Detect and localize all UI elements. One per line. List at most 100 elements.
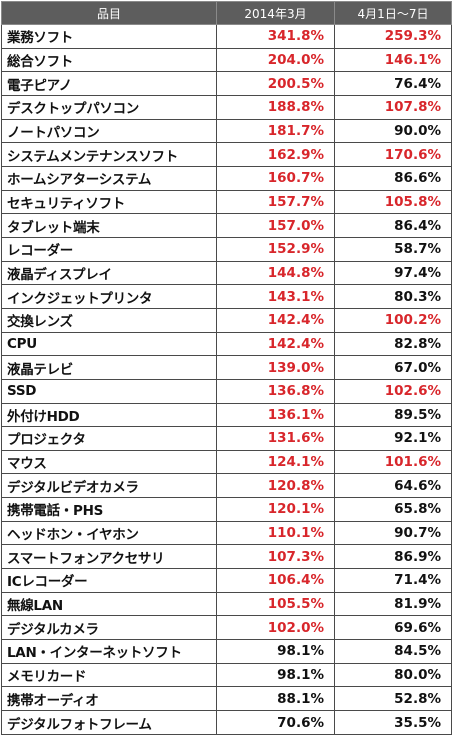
- item-name-cell: 交換レンズ: [1, 307, 217, 333]
- apr-1-7-value-cell: 90.7%: [334, 520, 452, 546]
- mar-2014-value-cell: 110.1%: [216, 520, 335, 546]
- item-name-cell: 無線LAN: [1, 591, 217, 617]
- table-row: マウス 124.1% 101.6%: [1, 449, 452, 475]
- apr-1-7-value-cell: 65.8%: [334, 497, 452, 522]
- mar-2014-value-cell: 107.3%: [216, 544, 335, 570]
- item-name-cell: ホームシアターシステム: [1, 165, 217, 191]
- mar-2014-value-cell: 143.1%: [216, 284, 335, 309]
- mar-2014-value-cell: 88.1%: [216, 686, 335, 712]
- table-row: ヘッドホン・イヤホン 110.1% 90.7%: [1, 520, 452, 546]
- item-name-cell: 電子ピアノ: [1, 71, 217, 96]
- item-name-cell: 携帯電話・PHS: [1, 497, 217, 522]
- item-name-cell: 携帯オーディオ: [1, 686, 217, 712]
- apr-1-7-value-cell: 76.4%: [334, 71, 452, 96]
- table-row: LAN・インターネットソフト 98.1% 84.5%: [1, 639, 452, 664]
- item-name-cell: メモリカード: [1, 662, 217, 688]
- apr-1-7-value-cell: 58.7%: [334, 236, 452, 262]
- table-row: デジタルカメラ 102.0% 69.6%: [1, 615, 452, 641]
- apr-1-7-value-cell: 89.5%: [334, 402, 452, 428]
- table-row: ICレコーダー 106.4% 71.4%: [1, 568, 452, 593]
- item-name-cell: セキュリティソフト: [1, 189, 217, 215]
- mar-2014-value-cell: 144.8%: [216, 260, 335, 286]
- table-body: 業務ソフト 341.8% 259.3% 総合ソフト 204.0% 146.1% 電子ピアノ 2…: [1, 24, 452, 735]
- table-row: 携帯オーディオ 88.1% 52.8%: [1, 686, 452, 712]
- apr-1-7-value-cell: 92.1%: [334, 426, 452, 451]
- item-name-cell: スマートフォンアクセサリ: [1, 544, 217, 570]
- apr-1-7-value-cell: 64.6%: [334, 473, 452, 499]
- table-row: 携帯電話・PHS 120.1% 65.8%: [1, 497, 452, 522]
- table-row: 業務ソフト 341.8% 259.3%: [1, 24, 452, 49]
- item-name-cell: ICレコーダー: [1, 568, 217, 593]
- mar-2014-value-cell: 124.1%: [216, 449, 335, 475]
- table-row: CPU 142.4% 82.8%: [1, 331, 452, 357]
- table-row: 無線LAN 105.5% 81.9%: [1, 591, 452, 617]
- mar-2014-value-cell: 136.8%: [216, 378, 335, 404]
- apr-1-7-value-cell: 71.4%: [334, 568, 452, 593]
- mar-2014-value-cell: 98.1%: [216, 662, 335, 688]
- item-name-cell: 業務ソフト: [1, 24, 217, 49]
- item-name-cell: ヘッドホン・イヤホン: [1, 520, 217, 546]
- table-row: システムメンテナンスソフト 162.9% 170.6%: [1, 142, 452, 167]
- item-name-cell: 液晶テレビ: [1, 355, 217, 380]
- apr-1-7-value-cell: 84.5%: [334, 639, 452, 664]
- mar-2014-value-cell: 139.0%: [216, 355, 335, 380]
- apr-1-7-value-cell: 80.3%: [334, 284, 452, 309]
- item-name-cell: システムメンテナンスソフト: [1, 142, 217, 167]
- mar-2014-value-cell: 162.9%: [216, 142, 335, 167]
- item-name-cell: ノートパソコン: [1, 118, 217, 144]
- item-name-cell: LAN・インターネットソフト: [1, 639, 217, 664]
- item-name-cell: 外付けHDD: [1, 402, 217, 428]
- table-row: 外付けHDD 136.1% 89.5%: [1, 402, 452, 428]
- item-name-cell: CPU: [1, 331, 217, 357]
- item-name-cell: レコーダー: [1, 236, 217, 262]
- mar-2014-value-cell: 120.8%: [216, 473, 335, 499]
- mar-2014-value-cell: 157.7%: [216, 189, 335, 215]
- table-row: SSD 136.8% 102.6%: [1, 378, 452, 404]
- item-name-cell: 液晶ディスプレイ: [1, 260, 217, 286]
- mar-2014-value-cell: 181.7%: [216, 118, 335, 144]
- table-row: タブレット端末 157.0% 86.4%: [1, 213, 452, 238]
- table-row: 交換レンズ 142.4% 100.2%: [1, 307, 452, 333]
- apr-1-7-value-cell: 35.5%: [334, 710, 452, 735]
- mar-2014-value-cell: 341.8%: [216, 24, 335, 49]
- header-row: 品目 2014年3月 4月1日〜7日: [1, 1, 452, 25]
- item-name-cell: デジタルビデオカメラ: [1, 473, 217, 499]
- apr-1-7-value-cell: 101.6%: [334, 449, 452, 475]
- item-name-cell: プロジェクタ: [1, 426, 217, 451]
- table-row: メモリカード 98.1% 80.0%: [1, 662, 452, 688]
- apr-1-7-value-cell: 100.2%: [334, 307, 452, 333]
- apr-1-7-value-cell: 105.8%: [334, 189, 452, 215]
- mar-2014-value-cell: 142.4%: [216, 307, 335, 333]
- mar-2014-value-cell: 152.9%: [216, 236, 335, 262]
- apr-1-7-value-cell: 97.4%: [334, 260, 452, 286]
- apr-1-7-value-cell: 90.0%: [334, 118, 452, 144]
- item-name-cell: デジタルカメラ: [1, 615, 217, 641]
- table-row: 液晶テレビ 139.0% 67.0%: [1, 355, 452, 380]
- apr-1-7-value-cell: 86.4%: [334, 213, 452, 238]
- apr-1-7-value-cell: 80.0%: [334, 662, 452, 688]
- item-name-cell: SSD: [1, 378, 217, 404]
- table-row: 電子ピアノ 200.5% 76.4%: [1, 71, 452, 96]
- table-row: デジタルフォトフレーム 70.6% 35.5%: [1, 710, 452, 735]
- table-row: セキュリティソフト 157.7% 105.8%: [1, 189, 452, 215]
- table-row: 総合ソフト 204.0% 146.1%: [1, 47, 452, 73]
- apr-1-7-value-cell: 82.8%: [334, 331, 452, 357]
- apr-1-7-value-cell: 102.6%: [334, 378, 452, 404]
- mar-2014-value-cell: 120.1%: [216, 497, 335, 522]
- item-name-cell: インクジェットプリンタ: [1, 284, 217, 309]
- mar-2014-value-cell: 136.1%: [216, 402, 335, 428]
- mar-2014-value-cell: 157.0%: [216, 213, 335, 238]
- apr-1-7-value-cell: 86.6%: [334, 165, 452, 191]
- header-mar-2014: 2014年3月: [216, 1, 335, 25]
- item-name-cell: マウス: [1, 449, 217, 475]
- apr-1-7-value-cell: 67.0%: [334, 355, 452, 380]
- header-apr-1-7: 4月1日〜7日: [334, 1, 452, 25]
- apr-1-7-value-cell: 170.6%: [334, 142, 452, 167]
- table-row: インクジェットプリンタ 143.1% 80.3%: [1, 284, 452, 309]
- item-name-cell: 総合ソフト: [1, 47, 217, 73]
- table-row: スマートフォンアクセサリ 107.3% 86.9%: [1, 544, 452, 570]
- apr-1-7-value-cell: 52.8%: [334, 686, 452, 712]
- mar-2014-value-cell: 142.4%: [216, 331, 335, 357]
- mar-2014-value-cell: 131.6%: [216, 426, 335, 451]
